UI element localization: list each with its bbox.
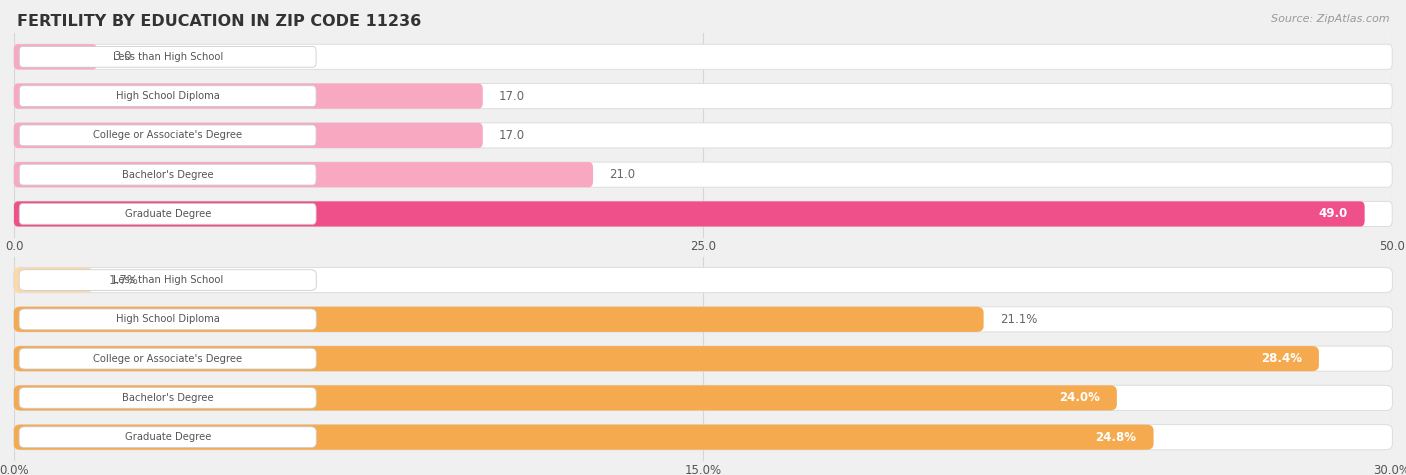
FancyBboxPatch shape [20,348,316,369]
FancyBboxPatch shape [14,425,1392,450]
Text: FERTILITY BY EDUCATION IN ZIP CODE 11236: FERTILITY BY EDUCATION IN ZIP CODE 11236 [17,14,422,29]
Text: 1.7%: 1.7% [108,274,139,286]
FancyBboxPatch shape [14,201,1365,227]
Text: College or Associate's Degree: College or Associate's Degree [93,130,242,141]
Text: High School Diploma: High School Diploma [115,91,219,101]
Text: 49.0: 49.0 [1319,208,1348,220]
FancyBboxPatch shape [14,84,482,109]
Text: 21.0: 21.0 [609,168,636,181]
FancyBboxPatch shape [20,204,316,224]
FancyBboxPatch shape [14,385,1392,410]
Text: 24.0%: 24.0% [1059,391,1099,404]
FancyBboxPatch shape [14,162,1392,187]
Text: Less than High School: Less than High School [112,52,222,62]
FancyBboxPatch shape [14,307,984,332]
FancyBboxPatch shape [14,123,1392,148]
FancyBboxPatch shape [20,86,316,106]
Text: 3.0: 3.0 [114,50,132,63]
FancyBboxPatch shape [20,125,316,146]
Text: Graduate Degree: Graduate Degree [125,432,211,442]
Text: College or Associate's Degree: College or Associate's Degree [93,353,242,364]
FancyBboxPatch shape [14,385,1116,410]
Text: 17.0: 17.0 [499,129,526,142]
FancyBboxPatch shape [14,84,1392,109]
FancyBboxPatch shape [14,267,1392,293]
Text: Bachelor's Degree: Bachelor's Degree [122,170,214,180]
FancyBboxPatch shape [14,44,1392,69]
Text: 24.8%: 24.8% [1095,431,1136,444]
FancyBboxPatch shape [14,123,482,148]
FancyBboxPatch shape [14,307,1392,332]
Text: Source: ZipAtlas.com: Source: ZipAtlas.com [1271,14,1389,24]
FancyBboxPatch shape [14,267,93,293]
FancyBboxPatch shape [14,346,1392,371]
Text: Graduate Degree: Graduate Degree [125,209,211,219]
FancyBboxPatch shape [20,427,316,447]
FancyBboxPatch shape [20,270,316,290]
FancyBboxPatch shape [14,201,1392,227]
FancyBboxPatch shape [14,162,593,187]
FancyBboxPatch shape [20,388,316,408]
FancyBboxPatch shape [20,309,316,330]
Text: Bachelor's Degree: Bachelor's Degree [122,393,214,403]
FancyBboxPatch shape [14,44,97,69]
FancyBboxPatch shape [14,425,1153,450]
FancyBboxPatch shape [14,346,1319,371]
Text: High School Diploma: High School Diploma [115,314,219,324]
Text: Less than High School: Less than High School [112,275,222,285]
Text: 28.4%: 28.4% [1261,352,1302,365]
FancyBboxPatch shape [20,47,316,67]
Text: 21.1%: 21.1% [1000,313,1038,326]
Text: 17.0: 17.0 [499,90,526,103]
FancyBboxPatch shape [20,164,316,185]
